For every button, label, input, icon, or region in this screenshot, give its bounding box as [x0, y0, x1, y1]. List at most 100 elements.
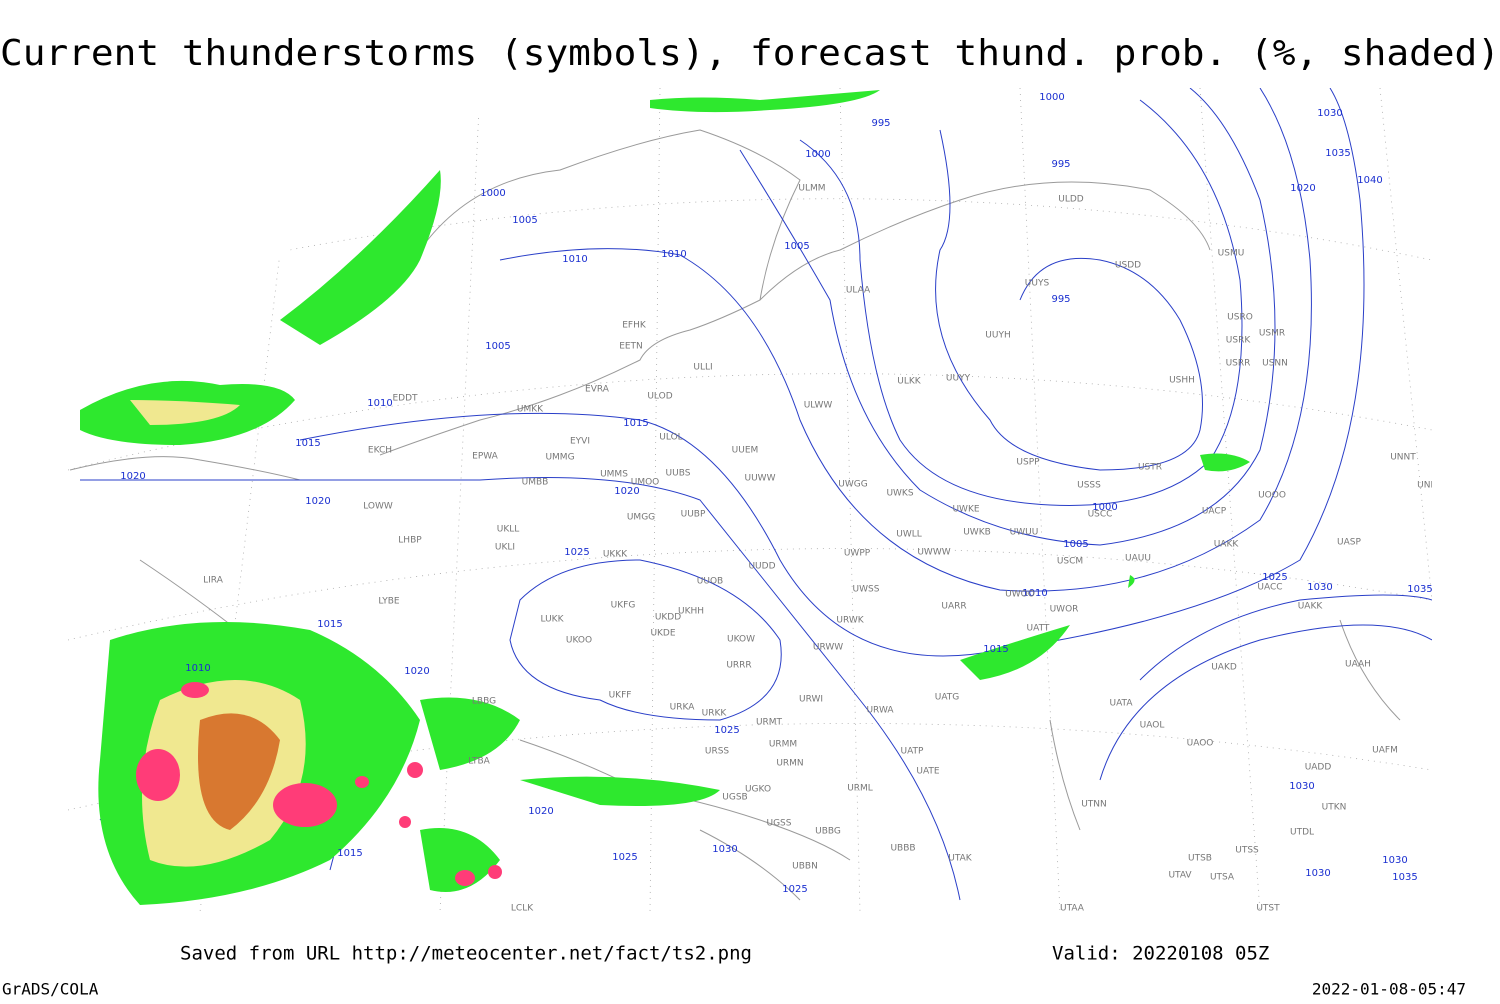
station-label: ULKK [897, 377, 922, 387]
isobar-label: 1020 [1290, 183, 1315, 194]
station-label: USMR [1259, 329, 1285, 339]
software-credit: GrADS/COLA [2, 980, 99, 999]
station-label: UTKN [1322, 803, 1347, 813]
station-label: UUYY [946, 374, 971, 384]
isobar-label: 1035 [1407, 584, 1432, 595]
isobar-label: 1020 [614, 486, 639, 497]
isobar-label: 995 [871, 118, 890, 129]
station-label: UKHH [678, 607, 704, 617]
station-label: UUDD [748, 562, 775, 572]
station-label: UTNN [1081, 800, 1107, 810]
station-label: UATE [916, 767, 940, 777]
station-label: URWK [836, 616, 864, 626]
station-label: UMMS [600, 470, 628, 480]
station-label: UTST [1256, 904, 1280, 914]
station-label: UASP [1337, 538, 1361, 548]
isobar-label: 1030 [1382, 855, 1407, 866]
station-label: UAKK [1214, 540, 1240, 550]
station-label: UWKE [952, 505, 979, 515]
station-label: UNBB [1417, 481, 1443, 491]
station-label: UBBN [792, 862, 818, 872]
station-label: UARR [941, 602, 966, 612]
station-label: UKDE [650, 629, 675, 639]
isobar-label: 1015 [623, 418, 648, 429]
station-label: UACC [1257, 583, 1282, 593]
station-label: URWW [813, 643, 843, 653]
station-label: UATT [1027, 624, 1050, 634]
isobar-label: 1015 [337, 848, 362, 859]
station-label: USDD [1115, 261, 1141, 271]
isobar-label: 1035 [1325, 148, 1350, 159]
station-label: UAKK [1298, 602, 1324, 612]
isobar-label: 1000 [480, 188, 505, 199]
station-label: URMN [776, 759, 803, 769]
station-label: UTDL [1290, 828, 1314, 838]
station-label: UWWW [917, 548, 950, 558]
station-label: UATG [935, 693, 960, 703]
station-label: ULOD [647, 392, 672, 402]
station-label: URKK [702, 709, 728, 719]
station-label: UWUU [1010, 528, 1039, 538]
station-label: EPWA [472, 452, 499, 462]
isobar-label: 1015 [317, 619, 342, 630]
station-label: URMT [756, 718, 783, 728]
station-label: USRO [1227, 313, 1253, 323]
isobars [80, 88, 1432, 901]
isobar-label: 1015 [295, 438, 320, 449]
isobar-label: 1020 [404, 666, 429, 677]
station-label: UMGG [627, 513, 655, 523]
station-label: USNN [1262, 359, 1288, 369]
station-label: LBBG [472, 697, 496, 707]
station-label: UMBB [522, 478, 549, 488]
station-label: UWOR [1050, 605, 1079, 615]
isobar-label: 1035 [1392, 872, 1417, 883]
timestamp: 2022-01-08-05:47 [1312, 980, 1466, 999]
station-label: EYVI [570, 437, 590, 447]
station-label: UUYH [985, 331, 1010, 341]
isobar-label: 1040 [1357, 175, 1382, 186]
station-label: UUWW [745, 474, 776, 484]
isobar-label: 1005 [485, 341, 510, 352]
probability-shading [80, 90, 1250, 905]
station-label: LHBP [398, 536, 422, 546]
isobar-label: 1030 [1307, 582, 1332, 593]
isobar-label: 1025 [564, 547, 589, 558]
isobar-label: 1020 [305, 496, 330, 507]
station-label: URWA [866, 706, 894, 716]
station-label: UUOB [697, 577, 723, 587]
station-label: UOOO [1258, 491, 1286, 501]
station-label: LOWW [363, 502, 393, 512]
station-label: ULAA [846, 286, 871, 296]
station-label: URKA [670, 703, 696, 713]
station-label: EFHK [622, 321, 647, 331]
station-label: UWSS [853, 585, 880, 595]
station-label: UMMG [545, 453, 574, 463]
station-label: USHH [1169, 376, 1195, 386]
valid-time: Valid: 20220108 05Z [1052, 943, 1269, 965]
isobar-labels: 995 1000 1000 995 1000 1005 1010 1010 1005 995 100… [120, 92, 1432, 895]
station-label: USMU [1218, 249, 1245, 259]
station-label: UMOO [631, 478, 660, 488]
station-label: UNNT [1390, 453, 1416, 463]
station-label: URML [847, 784, 873, 794]
station-label: UTAV [1168, 871, 1192, 881]
station-label: UTAK [948, 854, 973, 864]
station-label: UUYS [1025, 279, 1050, 289]
isobar-label: 1010 [1022, 588, 1047, 599]
station-label: UTSS [1235, 846, 1259, 856]
station-label: ULDD [1058, 195, 1084, 205]
station-label: UTSA [1210, 873, 1235, 883]
station-label: UAOL [1140, 721, 1165, 731]
station-label: ULMM [798, 184, 825, 194]
station-label: URWI [799, 695, 823, 705]
station-label: USRK [1226, 336, 1252, 346]
station-label: USPP [1016, 458, 1040, 468]
isobar-label: 1020 [120, 471, 145, 482]
station-label: USRR [1226, 359, 1251, 369]
isobar-label: 1020 [528, 806, 553, 817]
station-label: UBBG [815, 827, 841, 837]
isobar-label: 995 [1051, 294, 1070, 305]
station-label: URSS [705, 747, 730, 757]
station-label: UUEM [732, 446, 759, 456]
